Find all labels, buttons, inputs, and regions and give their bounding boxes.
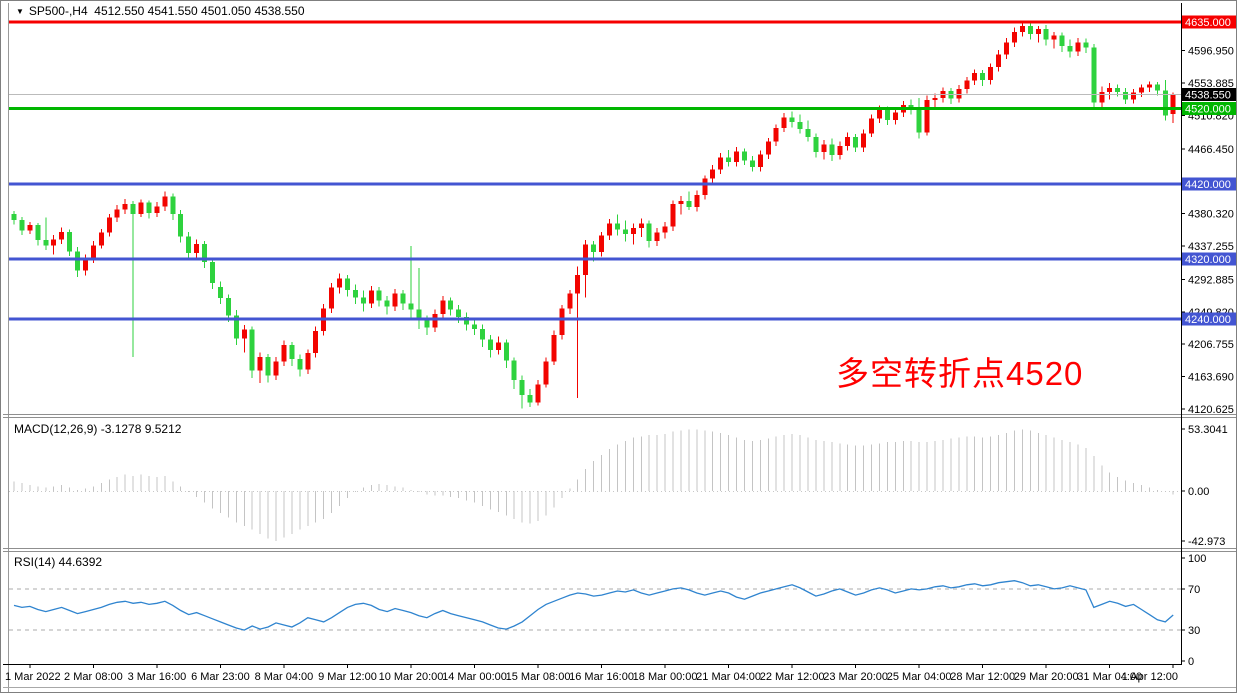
svg-text:18 Mar 00:00: 18 Mar 00:00 xyxy=(633,671,698,683)
svg-text:4240.000: 4240.000 xyxy=(1185,314,1231,326)
svg-text:4206.755: 4206.755 xyxy=(1188,339,1234,351)
svg-text:4292.885: 4292.885 xyxy=(1188,274,1234,286)
svg-text:25 Mar 04:00: 25 Mar 04:00 xyxy=(887,671,952,683)
window-frame xyxy=(3,3,1236,692)
rsi-indicator-header: RSI(14) 44.6392 xyxy=(14,555,103,569)
svg-text:6 Mar 23:00: 6 Mar 23:00 xyxy=(191,671,250,683)
panel-divider-main-macd[interactable] xyxy=(3,414,1236,418)
svg-text:53.3041: 53.3041 xyxy=(1188,424,1228,436)
svg-text:4538.550: 4538.550 xyxy=(1185,90,1231,102)
svg-text:2 Mar 08:00: 2 Mar 08:00 xyxy=(64,671,123,683)
svg-text:9 Mar 12:00: 9 Mar 12:00 xyxy=(318,671,377,683)
date-axis[interactable]: 1 Mar 2022 2 Mar 08:00 3 Mar 16:00 6 Mar 23… xyxy=(3,664,1182,683)
svg-text:4163.690: 4163.690 xyxy=(1188,372,1234,384)
svg-text:1 Apr 12:00: 1 Apr 12:00 xyxy=(1122,671,1178,683)
macd-panel[interactable] xyxy=(9,429,1181,542)
svg-text:4320.000: 4320.000 xyxy=(1185,254,1231,266)
rsi-panel[interactable] xyxy=(9,580,1181,631)
svg-text:100: 100 xyxy=(1188,553,1206,565)
price-axis[interactable]: 4596.9504553.8854510.8204466.4504380.320… xyxy=(1181,3,1234,668)
panel-divider-macd-rsi[interactable] xyxy=(3,548,1236,552)
symbol-ohlc-text: SP500-,H4 4512.550 4541.550 4501.050 453… xyxy=(28,4,305,18)
svg-text:1 Mar 2022: 1 Mar 2022 xyxy=(5,671,61,683)
svg-text:-42.973: -42.973 xyxy=(1188,536,1225,548)
svg-text:4337.255: 4337.255 xyxy=(1188,241,1234,253)
svg-text:31 Mar 04:00: 31 Mar 04:00 xyxy=(1077,671,1142,683)
svg-text:16 Mar 16:00: 16 Mar 16:00 xyxy=(569,671,634,683)
svg-text:0.00: 0.00 xyxy=(1188,486,1209,498)
level-lines-layer[interactable] xyxy=(9,20,1181,321)
svg-text:21 Mar 04:00: 21 Mar 04:00 xyxy=(696,671,761,683)
chart-title: ▼ SP500-,H4 4512.550 4541.550 4501.050 4… xyxy=(16,4,305,18)
svg-text:70: 70 xyxy=(1188,584,1200,596)
svg-text:4596.950: 4596.950 xyxy=(1188,46,1234,58)
symbol-collapse-triangle-icon[interactable]: ▼ xyxy=(16,6,24,16)
svg-text:3 Mar 16:00: 3 Mar 16:00 xyxy=(128,671,187,683)
chart-text-annotation[interactable]: 多空转折点4520 xyxy=(836,355,1084,392)
svg-text:10 Mar 20:00: 10 Mar 20:00 xyxy=(379,671,444,683)
svg-text:22 Mar 12:00: 22 Mar 12:00 xyxy=(760,671,825,683)
svg-text:4420.000: 4420.000 xyxy=(1185,179,1231,191)
svg-text:4635.000: 4635.000 xyxy=(1185,17,1231,29)
svg-text:4380.320: 4380.320 xyxy=(1188,209,1234,221)
svg-text:29 Mar 20:00: 29 Mar 20:00 xyxy=(1014,671,1079,683)
svg-text:4120.625: 4120.625 xyxy=(1188,404,1234,416)
svg-text:15 Mar 08:00: 15 Mar 08:00 xyxy=(506,671,571,683)
svg-text:30: 30 xyxy=(1188,625,1200,637)
macd-indicator-header: MACD(12,26,9) -3.1278 9.5212 xyxy=(14,422,182,436)
svg-text:14 Mar 00:00: 14 Mar 00:00 xyxy=(442,671,507,683)
price-axis-badges: 4635.000 4538.550 4520.000 4420.000 4320.000… xyxy=(1182,15,1236,326)
svg-text:8 Mar 04:00: 8 Mar 04:00 xyxy=(255,671,314,683)
svg-text:4520.000: 4520.000 xyxy=(1185,104,1231,116)
svg-text:28 Mar 12:00: 28 Mar 12:00 xyxy=(950,671,1015,683)
svg-text:4553.885: 4553.885 xyxy=(1188,78,1234,90)
svg-text:23 Mar 20:00: 23 Mar 20:00 xyxy=(823,671,888,683)
svg-text:4466.450: 4466.450 xyxy=(1188,144,1234,156)
svg-text:0: 0 xyxy=(1188,656,1194,668)
